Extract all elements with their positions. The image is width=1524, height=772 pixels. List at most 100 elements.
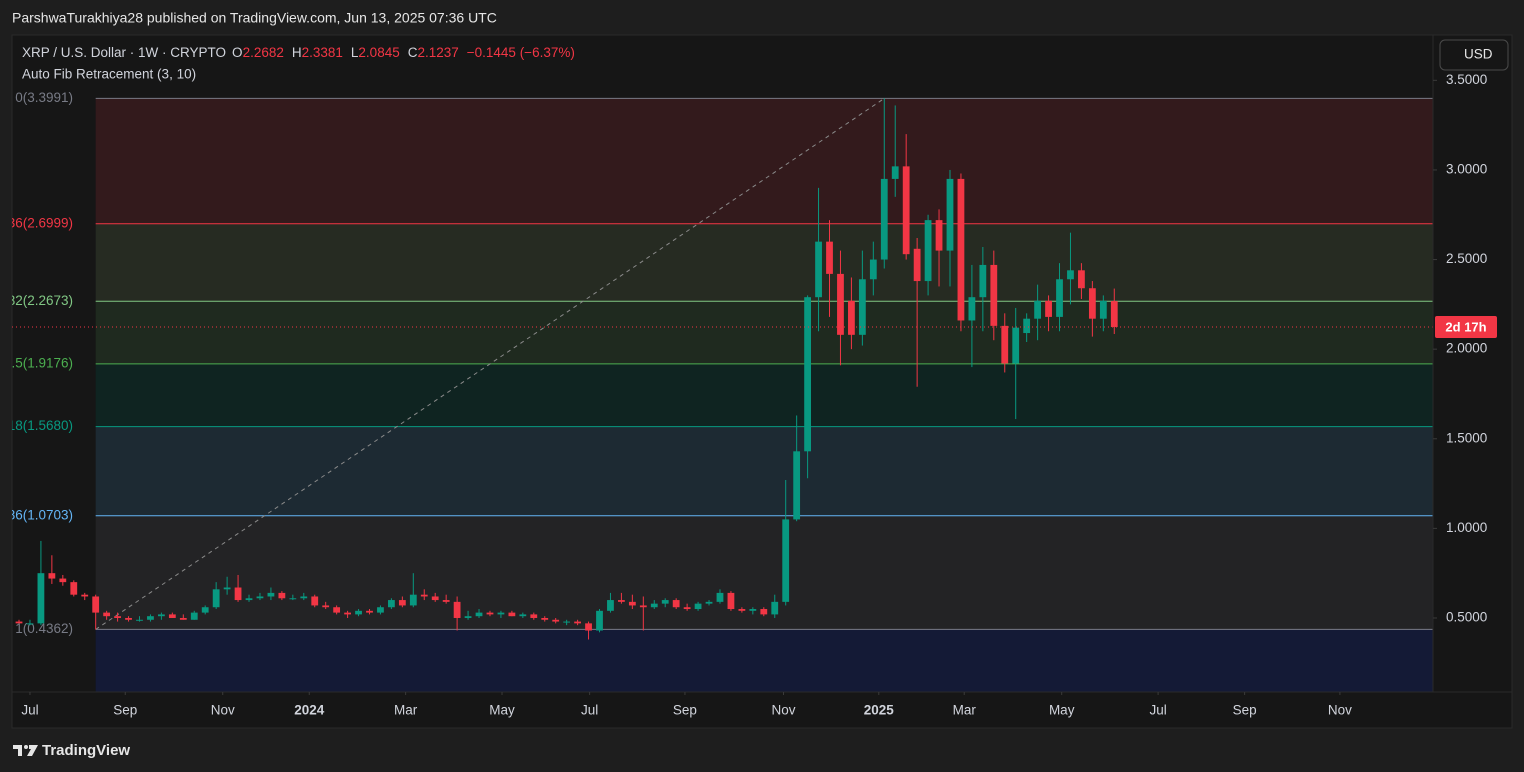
candle-body (880, 178, 888, 260)
y-tick-label: 0.5000 (1446, 610, 1487, 625)
candle-body (891, 166, 899, 179)
x-tick-label: Sep (673, 703, 697, 718)
candle-body (946, 178, 954, 251)
candle-body (486, 612, 494, 615)
currency-button[interactable] (1439, 39, 1509, 71)
candle-body (574, 621, 581, 624)
candle-body (245, 598, 253, 601)
countdown-box (1435, 315, 1497, 338)
candle-body (519, 614, 527, 617)
candle-body (530, 614, 538, 618)
fib-band (95, 223, 1433, 302)
candle-body (366, 610, 373, 613)
x-tick-label: Nov (771, 703, 795, 718)
candle-body (1012, 327, 1020, 364)
candle-body (990, 264, 998, 326)
candle-body (683, 607, 691, 610)
y-tick-label: 3.5000 (1446, 72, 1487, 87)
candle-body (858, 279, 866, 335)
candle-body (201, 607, 209, 613)
candle-body (256, 596, 264, 599)
candle-body (267, 592, 275, 597)
candle-body (103, 612, 111, 617)
candle-body (639, 605, 647, 608)
candle-body (114, 616, 121, 618)
candle-body (596, 610, 603, 631)
candle-body (92, 596, 100, 613)
plot-area: 0(3.3991) 0.236(2.6999) 0.382(2.2673) 0.5(1… (0, 90, 1433, 692)
candle-body (475, 612, 483, 617)
candle-body (694, 603, 702, 610)
candle-body (607, 600, 614, 611)
candle-body (70, 582, 78, 595)
candle-body (628, 601, 636, 606)
symbol-name: XRP / U.S. Dollar · 1W · CRYPTO (22, 45, 226, 60)
candle-body (464, 616, 472, 618)
candle-body (1078, 270, 1085, 289)
candle-body (738, 609, 746, 611)
candle-body (15, 621, 23, 624)
candle-body (760, 609, 768, 615)
y-tick-label: 2.0000 (1446, 341, 1487, 356)
candle-body (125, 617, 132, 620)
candle-body (1088, 288, 1096, 319)
candle-body (147, 616, 154, 620)
candle-body (1045, 300, 1052, 317)
candle-body (848, 300, 855, 335)
ohlc-letter: H (292, 45, 302, 60)
candle-body (37, 573, 45, 624)
candle-body (727, 592, 735, 610)
countdown-label: 2d 17h (1445, 319, 1486, 334)
candle-body (585, 623, 592, 631)
candle-body (168, 614, 176, 618)
candle-body (618, 600, 625, 602)
fib-level-label: 0.236(2.6999) (0, 215, 73, 230)
x-tick-label: Sep (113, 703, 137, 718)
candle-body (300, 596, 308, 599)
fib-band (95, 301, 1433, 364)
fib-band (95, 426, 1433, 516)
x-tick-label: 2024 (294, 703, 325, 718)
ohlc-value: 2.0845 (358, 45, 399, 60)
fib-level-label: 0.786(1.0703) (0, 507, 73, 522)
candle-body (771, 601, 779, 615)
candle-body (1099, 300, 1107, 319)
candle-body (837, 273, 844, 335)
candle-body (979, 264, 987, 298)
candle-body (322, 605, 330, 608)
fib-level-label: 0.5(1.9176) (4, 355, 73, 370)
fib-level-label: 0.618(1.5680) (0, 418, 73, 433)
x-tick-label: 2025 (864, 703, 895, 718)
change-value: −0.1445 (−6.37%) (467, 45, 575, 60)
x-tick-label: Jul (581, 703, 598, 718)
y-tick-label: 3.0000 (1446, 162, 1487, 177)
candle-body (924, 220, 932, 282)
candle-body (1001, 325, 1009, 364)
candle-body (650, 603, 658, 608)
currency-label[interactable]: USD (1464, 47, 1493, 62)
x-tick-label: Nov (1328, 703, 1352, 718)
candle-body (398, 600, 406, 606)
candle-body (1034, 300, 1042, 319)
candle-body (377, 607, 384, 613)
ohlc-letter: C (408, 45, 418, 60)
candle-body (497, 612, 505, 615)
ohlc-letter: L (351, 45, 359, 60)
y-tick-label: 2.5000 (1446, 251, 1487, 266)
x-tick-label: Mar (953, 703, 977, 718)
candle-body (552, 619, 560, 622)
publish-header: ParshwaTurakhiya28 published on TradingV… (12, 10, 497, 26)
candle-body (431, 596, 439, 601)
candle-body (81, 594, 89, 597)
candle-body (563, 621, 571, 623)
candle-body (420, 594, 428, 597)
candle-body (782, 519, 790, 602)
x-tick-label: Nov (211, 703, 235, 718)
candle-body (333, 607, 341, 613)
candle-body (902, 166, 910, 255)
ohlc-letter: O (232, 45, 243, 60)
x-tick-label: Jul (21, 703, 38, 718)
candle-body (409, 594, 417, 606)
